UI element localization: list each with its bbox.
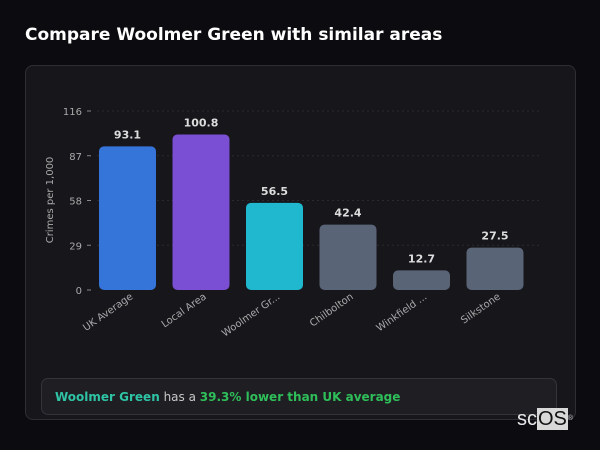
- bar: [172, 134, 230, 290]
- x-tick-label: Woolmer Gr...: [220, 291, 282, 339]
- x-tick-label: Chilbolton: [308, 291, 356, 329]
- x-tick-label: UK Average: [81, 291, 135, 333]
- bar-value-label: 93.1: [114, 128, 141, 141]
- insight-box: Woolmer Green has a 39.3% lower than UK …: [41, 378, 557, 415]
- watermark-logo: scOS®: [517, 408, 574, 430]
- bar-value-label: 27.5: [481, 230, 508, 243]
- x-tick-label: Silkstone: [459, 291, 503, 326]
- y-tick-label: 58: [69, 197, 82, 208]
- y-axis-label: Crimes per 1,000: [45, 157, 56, 244]
- bar: [246, 202, 303, 290]
- bar: [319, 224, 377, 290]
- insight-middle: has a: [163, 390, 196, 404]
- insight-area: Woolmer Green: [55, 390, 160, 404]
- bar-value-label: 56.5: [261, 185, 288, 198]
- insight-stat: 39.3% lower than UK average: [199, 390, 401, 404]
- bar: [466, 247, 524, 290]
- page-title: Compare Woolmer Green with similar areas: [25, 25, 443, 45]
- bar-value-label: 12.7: [408, 252, 435, 265]
- y-tick-label: 87: [69, 152, 82, 163]
- y-tick-label: 0: [76, 286, 82, 297]
- x-tick-label: Winkfield ...: [375, 291, 430, 334]
- bar-value-label: 42.4: [334, 207, 361, 220]
- y-tick-label: 116: [63, 107, 82, 118]
- bar: [99, 146, 156, 290]
- bar: [393, 270, 450, 290]
- y-tick-label: 29: [69, 241, 82, 252]
- x-tick-label: Local Area: [160, 291, 209, 330]
- bar-value-label: 100.8: [184, 116, 219, 129]
